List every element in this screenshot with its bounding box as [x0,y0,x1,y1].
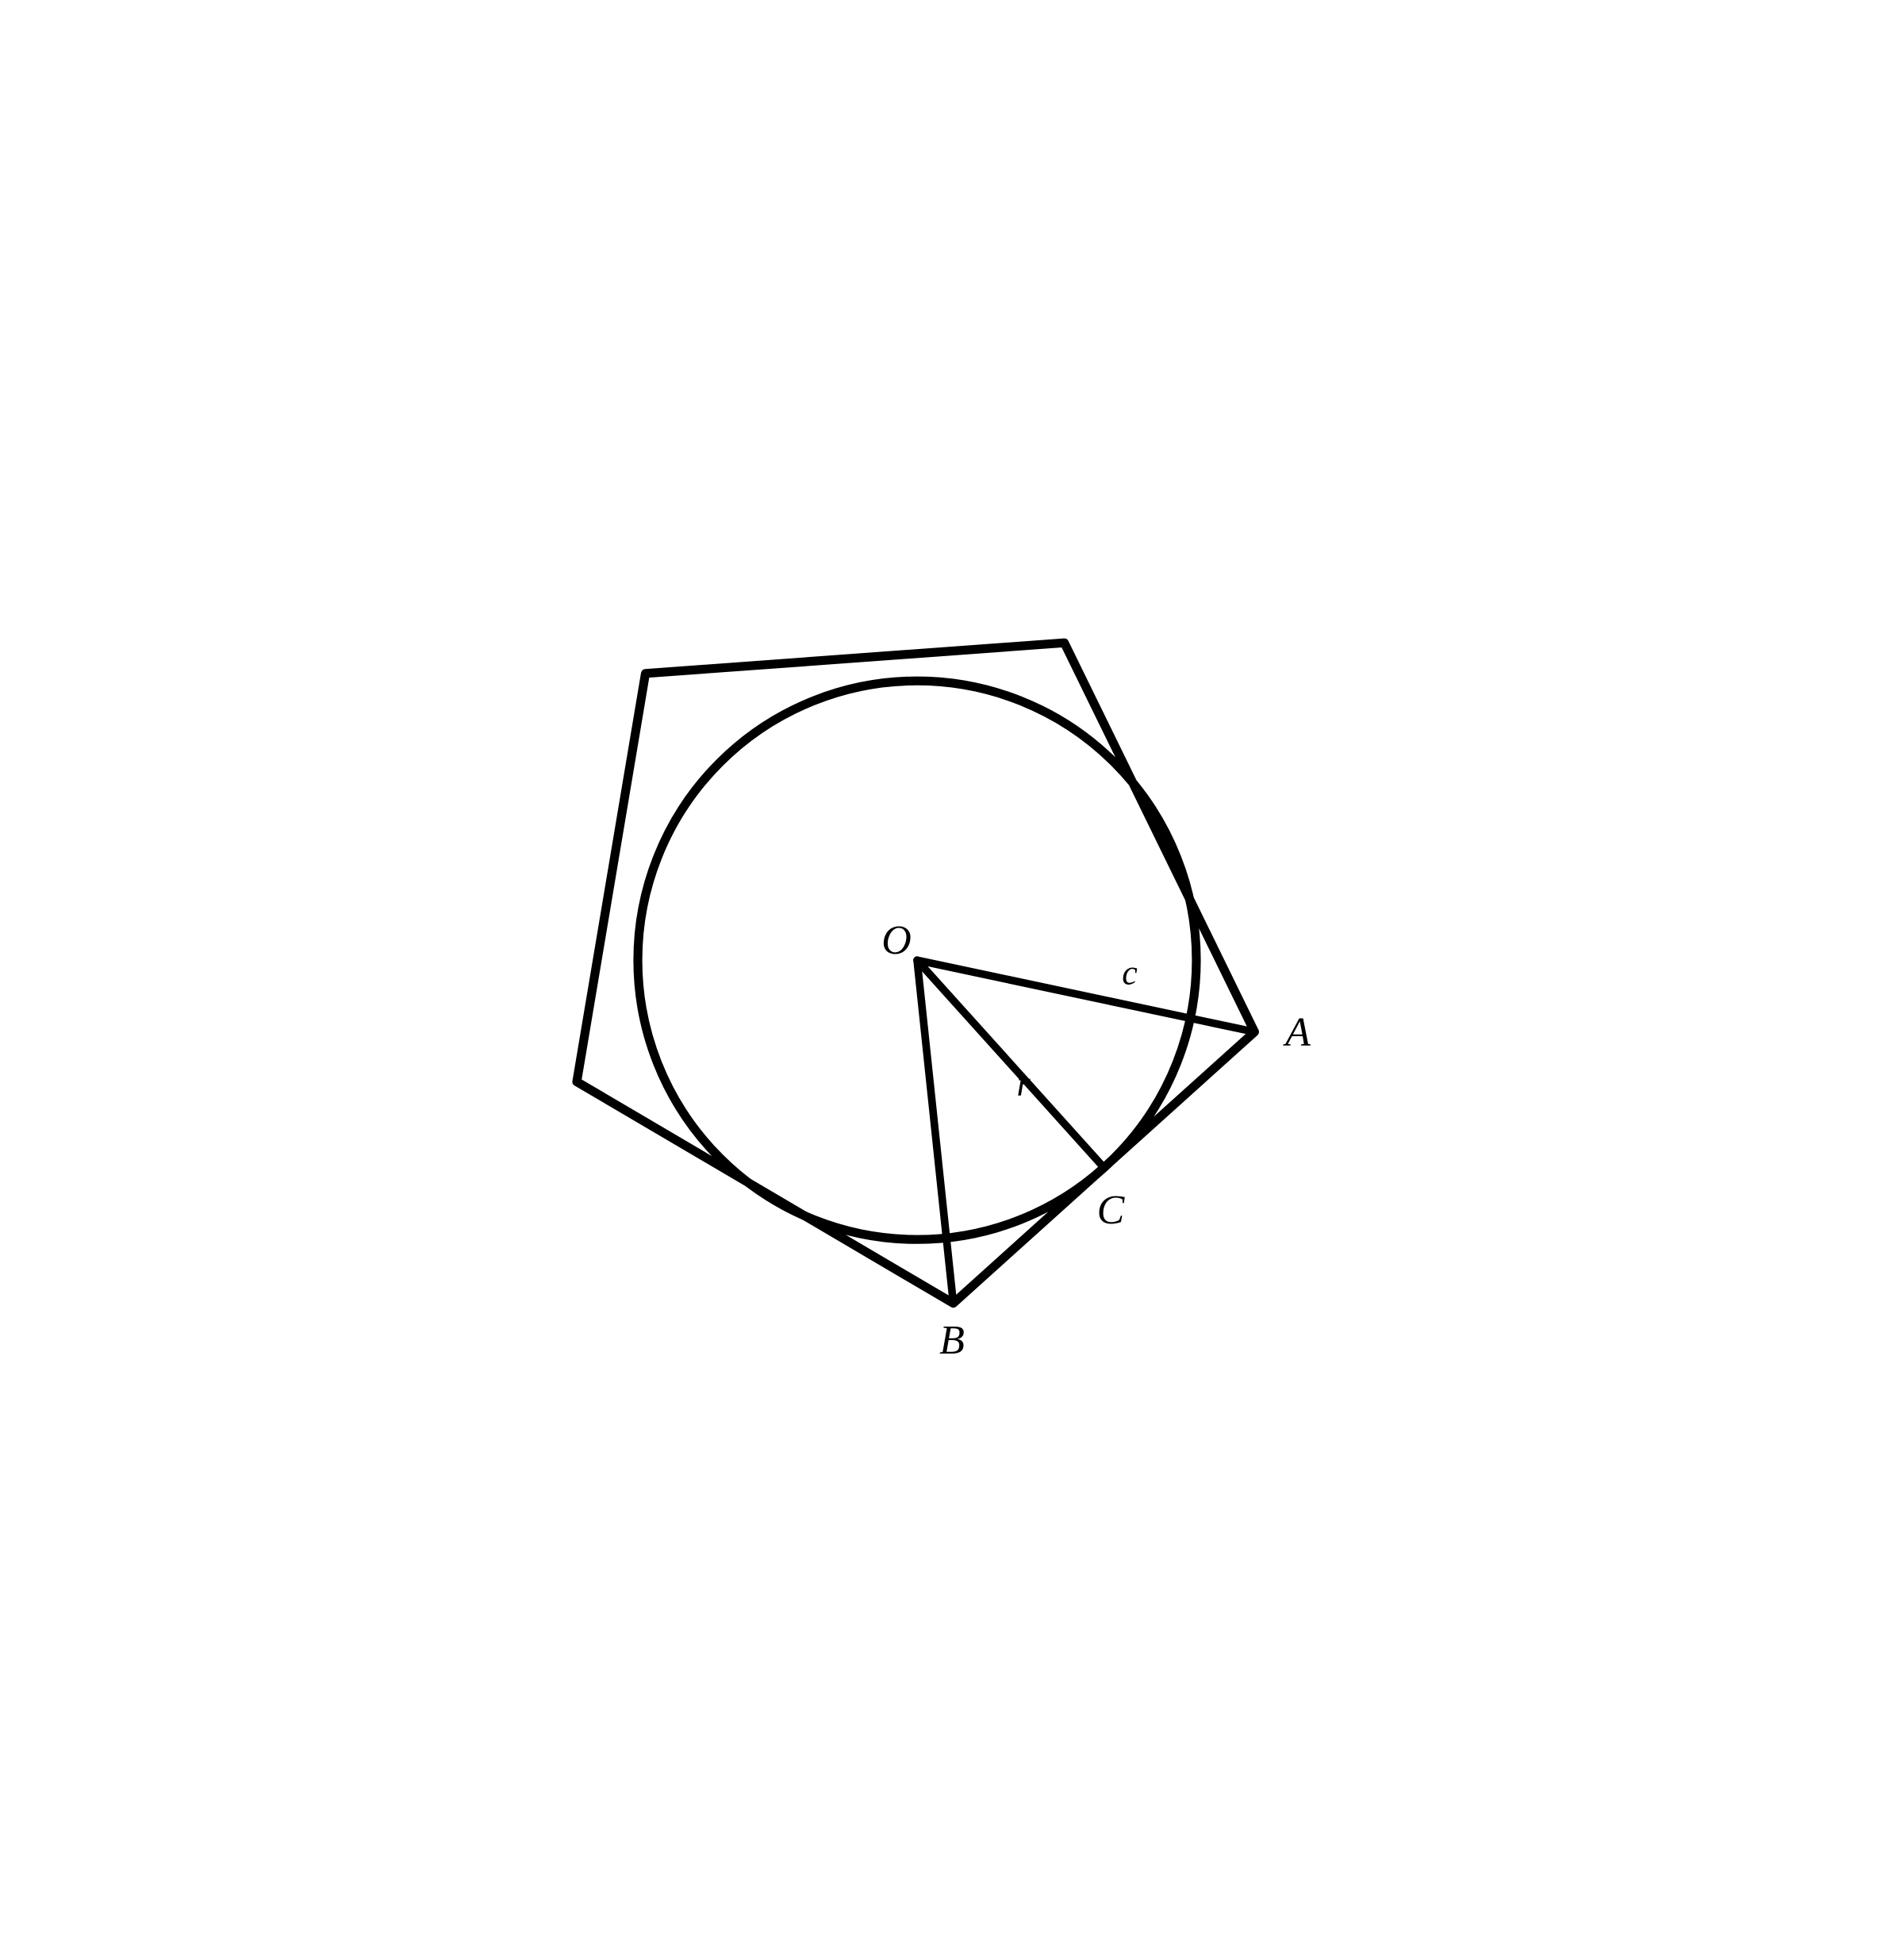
label-O: O [881,918,912,963]
label-c-lower: c [1122,953,1138,992]
geometry-diagram: O A B C c r [571,586,1333,1366]
label-B: B [939,1318,965,1363]
label-C: C [1097,1188,1126,1233]
label-A: A [1283,1010,1311,1055]
diagram-background [571,586,1333,1366]
label-r-lower: r [1016,1064,1031,1103]
